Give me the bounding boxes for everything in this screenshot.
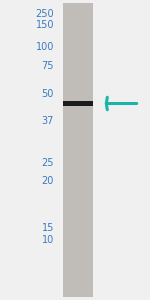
Text: 37: 37	[42, 116, 54, 127]
Text: 75: 75	[42, 61, 54, 71]
Text: 10: 10	[42, 235, 54, 245]
Bar	[63, 101, 93, 106]
Text: 50: 50	[42, 89, 54, 100]
Text: 150: 150	[36, 20, 54, 31]
Text: 20: 20	[42, 176, 54, 187]
Bar	[63, 3, 93, 297]
Text: 250: 250	[35, 9, 54, 20]
Text: 15: 15	[42, 223, 54, 233]
Text: 100: 100	[36, 41, 54, 52]
Text: 25: 25	[42, 158, 54, 169]
